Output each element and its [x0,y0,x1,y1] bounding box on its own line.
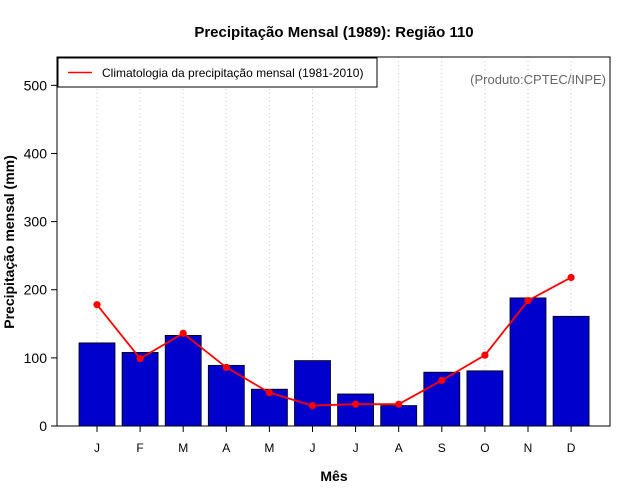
climatology-point [481,351,489,359]
x-tick-label: J [310,441,316,455]
y-axis-title: Precipitação mensal (mm) [1,155,17,329]
climatology-point [395,400,403,408]
bar-6 [294,360,331,427]
plot-frame [56,56,611,427]
x-tick-label: N [524,441,533,455]
y-axis: 0 100 200 300 400 500 [24,77,57,434]
x-tick-label: F [136,441,143,455]
x-tick-label: A [222,441,230,455]
climatology-point [352,400,360,408]
climatology-series [93,273,575,410]
x-tick-label: J [353,441,359,455]
credit-annotation: (Produto:CPTEC/INPE) [470,72,606,87]
grid-lines [96,57,572,426]
bar-series [78,297,590,427]
x-tick-label: J [94,441,100,455]
climatology-point [308,401,317,410]
y-tick-label: 200 [24,282,48,298]
climatology-line [96,276,572,407]
x-tick-label: S [438,441,446,455]
bar-11 [509,297,547,427]
x-axis-title: Mês [320,468,347,484]
climatology-point [524,297,532,305]
x-tick-label: M [264,441,274,455]
y-tick-label: 300 [24,214,48,230]
bar-10 [466,370,504,427]
bar-3 [164,334,202,427]
bar-12 [552,315,590,427]
climatology-point [179,329,187,337]
x-tick-label: M [178,441,188,455]
bar-1 [78,342,116,427]
y-tick-label: 500 [24,77,48,93]
y-tick-label: 400 [24,145,48,161]
climatology-point [136,354,144,363]
climatology-point [567,273,575,282]
y-tick-label: 0 [39,418,47,434]
legend: Climatologia da precipitação mensal (198… [57,57,378,88]
bar-7 [337,393,375,427]
climatology-point [222,363,230,372]
x-tick-label: A [395,441,403,455]
climatology-point [438,376,446,384]
x-tick-label: D [567,441,576,455]
climatology-point [93,301,101,309]
bar-8 [380,405,418,427]
bar-4 [207,364,245,427]
bar-2 [121,352,159,427]
legend-box [57,57,378,88]
climatology-point [265,389,273,397]
x-tick-label: O [480,441,489,455]
legend-label: Climatologia da precipitação mensal (198… [102,66,363,80]
y-tick-label: 100 [24,350,48,366]
chart-title: Precipitação Mensal (1989): Região 110 [194,24,473,41]
